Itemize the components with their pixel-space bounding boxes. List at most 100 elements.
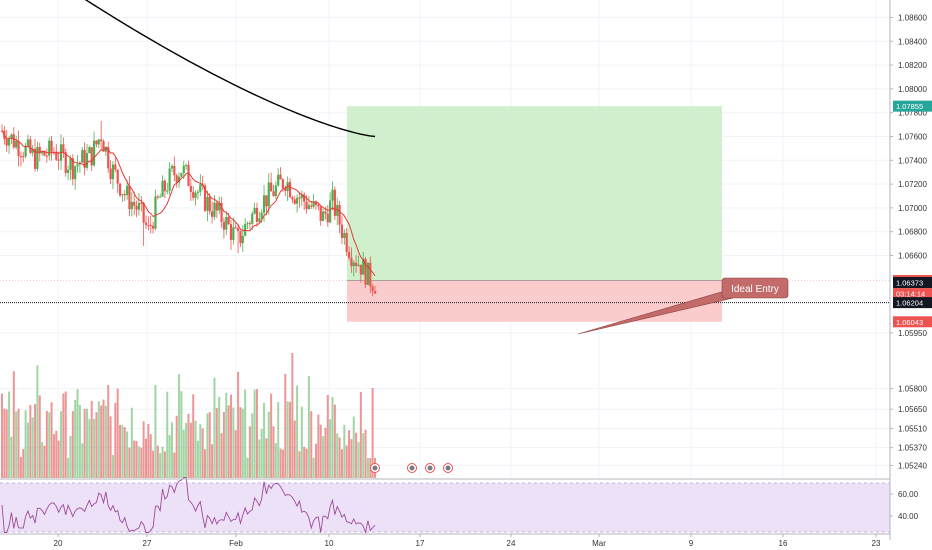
candle-body [185,164,188,166]
volume-bar [291,353,294,478]
candle-body [90,147,93,166]
candle-body [135,205,138,210]
volume-bar [208,412,211,478]
volume-bar [348,430,351,478]
candle-body [366,262,370,285]
volume-bar [12,371,15,478]
volume-bar [272,426,275,478]
volume-bar [1,393,3,478]
volume-bar [310,411,313,478]
candle-body [298,197,301,199]
x-axis-ticks: 20 27 Feb 10 17 24 Mar 9 16 23 [54,534,881,548]
candle-body [194,192,197,198]
volume-bar [277,402,280,478]
volume-bar [26,422,29,478]
axes: 1.08600 1.08400 1.08200 1.08000 1.07800 1.076… [0,0,927,540]
candle-body [15,140,18,148]
volume-bar [78,404,81,478]
y-tick-label: 1.07000 [898,204,927,213]
volume-bar [182,429,185,478]
x-tick-label: 23 [872,539,881,548]
candle-body [95,140,98,145]
candle-body [168,168,171,191]
volume-bar [265,438,268,478]
volume-bar [93,418,96,478]
candle-body [166,190,169,192]
candle-body [288,182,292,198]
candle-body [69,158,72,170]
volume-bar [357,442,360,478]
volume-bar [10,436,13,478]
candle-body [175,175,178,183]
moving-averages [1,0,376,277]
volume-bar [185,422,188,478]
rsi-tick-label: 40.00 [898,512,919,521]
volume-bar [31,417,34,478]
volume-bar [81,443,84,478]
volume-bar [123,427,126,478]
y-tick-label: 1.06800 [898,228,927,237]
candle-body [149,225,152,227]
rsi-band [0,483,890,532]
candle-body [345,232,348,252]
x-tick-label: 10 [325,539,334,548]
candle-body [97,139,100,145]
candle-body [251,213,254,224]
event-markers[interactable] [370,463,453,473]
candle-body [213,202,216,217]
y-tick-label: 1.08200 [898,61,927,70]
volume-bar [95,412,98,478]
candle-body [187,164,190,186]
volume-bar [204,449,207,478]
target-zone [347,106,722,281]
volume-bar [69,435,72,478]
volume-bar [140,447,143,478]
volume-bar [286,401,289,478]
price-label-box [893,309,932,321]
candle-body [218,202,221,211]
event-marker-dot [372,465,378,471]
volume-bar [237,371,240,478]
volume-bar [340,449,343,478]
volume-bar [317,414,320,478]
stop-zone [347,280,722,322]
volume-bar [289,401,292,478]
volume-bar [194,420,197,478]
candle-body [355,262,358,266]
volume-bar [36,365,39,478]
volume-bar [64,391,67,478]
candle-body [55,152,58,160]
volume-bar [298,451,301,478]
volume-bar [336,433,339,478]
event-marker-dot [409,465,415,471]
candle-body [48,140,51,156]
candle-body [151,225,155,229]
candle-body [57,159,60,161]
ideal-entry-annotation[interactable]: Ideal Entry [577,277,789,335]
y-tick-label: 1.05240 [898,462,927,471]
volume-bar [206,413,209,478]
candle-body [326,213,329,223]
volume-bar [121,425,124,478]
long-position-tool[interactable] [347,106,722,322]
volume-bar [137,446,140,478]
price-labels: 1.078551.0639003:14:141.063731.062041.06… [893,100,932,328]
candle-body [83,149,86,168]
volume-bar [234,430,237,478]
volume-bar [350,439,353,478]
candle-body [241,235,244,244]
candle-body [369,262,372,287]
volume-bar [263,402,266,478]
volume-bar [161,446,164,478]
volume-bar [170,422,173,478]
volume-bar [362,433,365,478]
volume-bar [15,411,18,478]
candle-body [225,217,228,230]
candle-body [76,164,79,167]
volume-bar [331,396,334,478]
candle-body [128,185,131,210]
candle-body [19,156,22,158]
volume-bar [52,434,55,478]
candle-body [137,202,141,210]
